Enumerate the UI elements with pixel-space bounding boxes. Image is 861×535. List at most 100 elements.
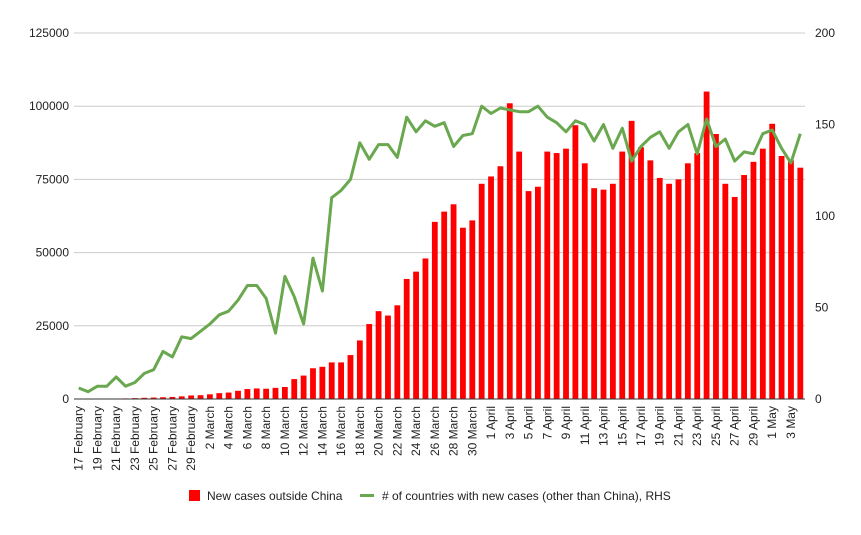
x-tick-label: 15 April <box>615 406 629 446</box>
bar <box>385 316 391 399</box>
bar <box>685 163 691 399</box>
y-tick-label-left: 25000 <box>36 319 70 333</box>
bar <box>404 279 410 399</box>
x-tick-label: 25 April <box>709 406 723 446</box>
x-tick-label: 21 April <box>671 406 685 446</box>
series-line <box>79 106 801 392</box>
x-tick-label: 20 March <box>372 406 386 456</box>
bar <box>263 389 269 399</box>
bar <box>751 162 757 399</box>
x-tick-label: 23 April <box>690 406 704 446</box>
bar <box>244 389 250 399</box>
y-tick-label-left: 50000 <box>36 246 70 260</box>
x-tick-label: 4 March <box>222 406 236 449</box>
x-tick-label: 3 April <box>503 406 517 439</box>
bar <box>769 124 775 399</box>
bar <box>291 379 297 399</box>
bar <box>657 178 663 399</box>
bar <box>554 153 560 399</box>
bar <box>273 388 279 399</box>
bar <box>348 355 354 399</box>
bar <box>469 220 475 399</box>
x-tick-label: 16 March <box>334 406 348 456</box>
bar <box>366 324 372 399</box>
bar <box>423 258 429 399</box>
x-tick-label: 1 May <box>765 406 779 439</box>
x-tick-label: 27 April <box>728 406 742 446</box>
bar <box>376 311 382 399</box>
bar <box>526 191 532 399</box>
bar <box>479 184 485 399</box>
bar <box>188 395 194 399</box>
x-tick-label: 30 March <box>465 406 479 456</box>
bar <box>207 394 213 399</box>
bar <box>432 222 438 399</box>
y-tick-label-left: 100000 <box>29 99 69 113</box>
y-tick-label-right: 50 <box>815 301 829 315</box>
bar <box>638 147 644 399</box>
bar <box>563 149 569 399</box>
x-tick-label: 18 March <box>353 406 367 456</box>
bar <box>535 187 541 399</box>
line-series <box>79 106 801 392</box>
x-tick-label: 28 March <box>447 406 461 456</box>
bar <box>713 134 719 399</box>
bar <box>413 272 419 399</box>
x-tick-label: 10 March <box>278 406 292 456</box>
bar-series <box>76 92 803 399</box>
x-tick-label: 29 February <box>184 406 198 471</box>
bar <box>741 175 747 399</box>
x-tick-label: 1 April <box>484 406 498 439</box>
x-tick-label: 11 April <box>578 406 592 445</box>
x-tick-label: 27 February <box>165 406 179 471</box>
x-tick-label: 8 March <box>259 406 273 449</box>
bar <box>591 188 597 399</box>
bar <box>619 152 625 399</box>
x-tick-label: 26 March <box>428 406 442 456</box>
x-tick-label: 25 February <box>147 406 161 471</box>
x-tick-label: 22 March <box>390 406 404 456</box>
bar <box>601 190 607 399</box>
bar <box>704 92 710 399</box>
bar <box>516 152 522 399</box>
x-tick-label: 12 March <box>297 406 311 456</box>
bar <box>451 204 457 399</box>
y-tick-label-right: 200 <box>815 26 835 40</box>
bar <box>582 163 588 399</box>
bar <box>488 176 494 399</box>
x-tick-label: 3 May <box>784 406 798 439</box>
x-tick-label: 6 March <box>240 406 254 449</box>
x-tick-label: 2 March <box>203 406 217 449</box>
bar <box>441 212 447 399</box>
bar <box>498 166 504 399</box>
x-tick-label: 21 February <box>109 406 123 471</box>
x-tick-label: 23 February <box>128 406 142 471</box>
y-tick-label-right: 100 <box>815 209 835 223</box>
bar <box>319 367 325 399</box>
x-tick-label: 9 April <box>559 406 573 439</box>
bar <box>226 393 232 399</box>
bar <box>722 184 728 399</box>
x-tick-label: 14 March <box>315 406 329 456</box>
x-axis-ticks: 17 February 19 February 21 February 23 Febr… <box>72 406 798 471</box>
x-tick-label: 19 February <box>90 406 104 471</box>
x-tick-label: 17 February <box>72 406 86 471</box>
bar <box>666 184 672 399</box>
bar <box>694 153 700 399</box>
y-tick-label-right: 0 <box>815 392 822 406</box>
bar <box>235 391 241 399</box>
x-tick-label: 17 April <box>634 406 648 446</box>
x-tick-label: 24 March <box>409 406 423 456</box>
bar <box>544 152 550 399</box>
legend: New cases outside China # of countries w… <box>189 489 671 503</box>
bar <box>338 362 344 399</box>
bar <box>779 156 785 399</box>
bar <box>329 362 335 399</box>
bar <box>216 393 222 399</box>
y-tick-label-left: 75000 <box>36 172 70 186</box>
bar <box>788 160 794 399</box>
